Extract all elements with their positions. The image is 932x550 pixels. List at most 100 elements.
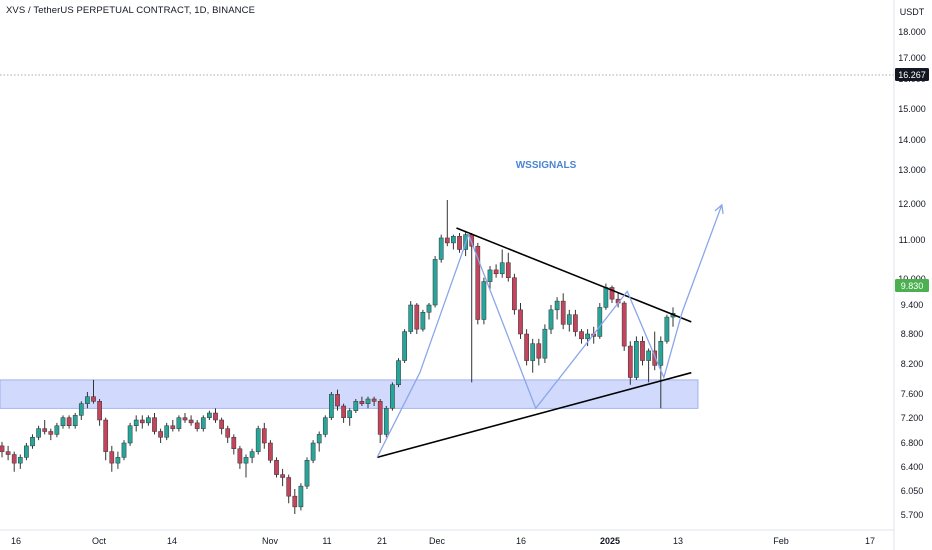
candle-body [609, 287, 615, 300]
candle-series [0, 200, 676, 514]
price-badges: 16.267 9.830 [895, 68, 929, 292]
candle-body [627, 345, 633, 378]
candle-body [139, 419, 145, 424]
reference-price-value: 16.267 [898, 70, 926, 80]
y-tick-label: 15.000 [898, 104, 926, 114]
candle-body [255, 428, 261, 452]
candle-body [182, 417, 188, 421]
upper-trendline [456, 227, 692, 323]
candle-body [548, 309, 554, 330]
candle-body [268, 442, 273, 461]
time-axis[interactable]: 16 Oct 14 Nov 11 21 Dec 16 2025 13 Feb 17 [11, 536, 875, 546]
projection-arrowhead [714, 203, 724, 214]
candle-body [457, 236, 462, 250]
candle-body [85, 396, 90, 404]
candle-body [451, 236, 456, 244]
candle-body [359, 401, 365, 404]
candle-body [414, 304, 420, 330]
candle-body [341, 405, 346, 418]
x-tick-label: Oct [92, 536, 107, 546]
y-tick-label: 13.000 [898, 165, 926, 175]
y-tick-label: 7.600 [901, 389, 924, 399]
y-tick-label: 6.050 [901, 486, 924, 496]
candle-body [24, 445, 29, 458]
candle-body [158, 431, 163, 438]
candle-body [499, 262, 505, 275]
candle-body [304, 460, 310, 487]
candle-body [133, 419, 139, 426]
y-tick-label: 12.000 [898, 199, 926, 209]
candle-body [0, 445, 5, 452]
candle-body [91, 396, 96, 402]
candle-body [280, 474, 285, 478]
candle-body [432, 259, 438, 306]
y-tick-label: 5.700 [901, 510, 924, 520]
x-tick-label: Nov [262, 536, 279, 546]
candle-body [603, 287, 609, 308]
y-tick-label: 7.200 [901, 413, 924, 423]
candle-body [298, 485, 304, 508]
candle-body [30, 437, 35, 447]
x-tick-label: 21 [377, 536, 387, 546]
y-tick-label: 9.400 [901, 300, 924, 310]
candle-body [444, 237, 450, 244]
y-tick-label: 18.000 [898, 27, 926, 37]
candle-body [42, 428, 48, 432]
candle-body [164, 425, 170, 438]
candle-body [316, 434, 322, 444]
candle-body [237, 448, 243, 464]
candle-body [542, 328, 548, 359]
candle-body [371, 398, 377, 402]
candle-body [652, 350, 658, 366]
candle-body [249, 451, 255, 458]
candle-body [36, 428, 41, 438]
candle-body [365, 398, 371, 404]
lower-trendline [376, 371, 692, 459]
candle-body [48, 431, 54, 435]
candle-body [597, 307, 603, 337]
candle-body [585, 333, 590, 340]
candle-body [170, 425, 176, 429]
y-tick-label: 6.400 [901, 462, 924, 472]
candle-body [72, 415, 78, 427]
candle-body [176, 417, 182, 429]
candle-body [188, 419, 194, 424]
candle-body [621, 302, 627, 347]
x-tick-label: 2025 [600, 536, 620, 546]
candle-body [396, 360, 401, 386]
candle-body [121, 442, 127, 458]
candle-body [213, 412, 218, 421]
candle-body [261, 428, 267, 444]
candle-body [383, 408, 389, 435]
y-tick-label: 8.800 [901, 329, 924, 339]
candle-body [78, 403, 84, 416]
candle-body [579, 331, 584, 340]
candle-body [481, 281, 487, 320]
x-tick-label: 16 [516, 536, 526, 546]
candle-body [219, 419, 224, 429]
candle-body [560, 300, 566, 325]
x-tick-label: 16 [11, 536, 21, 546]
candle-body [5, 451, 11, 455]
candle-body [426, 304, 432, 313]
candle-body [335, 394, 340, 407]
x-tick-label: Dec [429, 536, 446, 546]
x-tick-label: Feb [773, 536, 789, 546]
candle-body [274, 460, 279, 475]
candle-body [640, 341, 645, 361]
candle-body [420, 312, 426, 330]
candle-body [646, 350, 651, 361]
candle-body [347, 410, 353, 418]
candle-body [200, 417, 206, 429]
candle-body [152, 417, 157, 432]
price-axis[interactable]: 5.700 6.050 6.400 6.800 7.200 7.600 8.200 8.800… [898, 27, 926, 520]
candle-body [243, 457, 249, 464]
wssignals-annotation: WSSIGNALS [516, 160, 577, 171]
candle-body [658, 341, 664, 366]
candle-body [54, 425, 60, 435]
candle-body [408, 304, 414, 332]
candle-body [664, 316, 670, 342]
candle-body [536, 343, 542, 359]
y-tick-label: 14.000 [898, 135, 926, 145]
